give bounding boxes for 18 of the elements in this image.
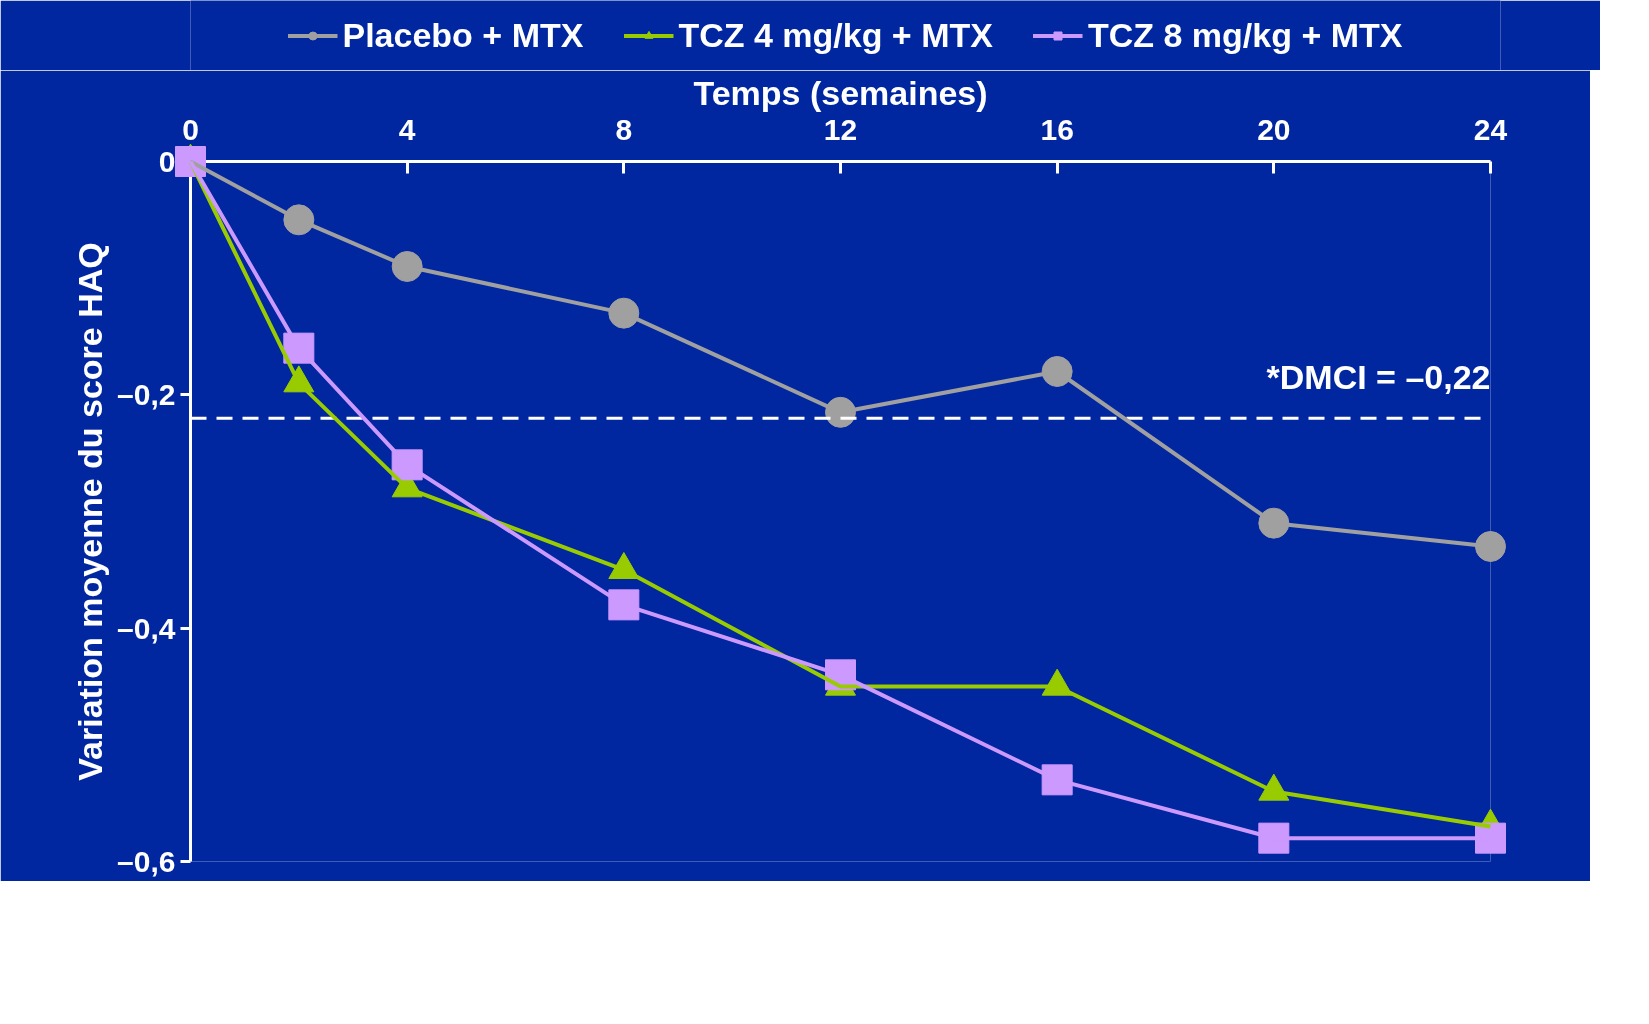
x-tick-label: 8 xyxy=(615,112,633,146)
y-tick-label: 0 xyxy=(158,145,176,178)
y-tick-label: –0,6 xyxy=(117,845,176,878)
y-tick-label: –0,2 xyxy=(117,378,176,412)
x-tick-label: 20 xyxy=(1257,112,1291,146)
y-tick-label: –0,4 xyxy=(117,611,176,645)
legend-label: Placebo + MTX xyxy=(342,15,584,55)
legend-label: TCZ 4 mg/kg + MTX xyxy=(678,15,993,55)
x-tick-label: 0 xyxy=(182,112,199,146)
x-tick-label: 16 xyxy=(1040,112,1074,146)
x-axis-title: Temps (semaines) xyxy=(693,73,988,112)
legend-label: TCZ 8 mg/kg + MTX xyxy=(1087,15,1403,55)
x-tick-label: 12 xyxy=(823,112,858,146)
ref-line-label: *DMCI = –0,22 xyxy=(1266,358,1491,397)
point xyxy=(1475,531,1506,562)
x-tick-label: 4 xyxy=(398,112,416,146)
x-tick-label: 24 xyxy=(1473,112,1508,146)
y-axis-title: Variation moyenne du score HAQ xyxy=(71,242,110,781)
